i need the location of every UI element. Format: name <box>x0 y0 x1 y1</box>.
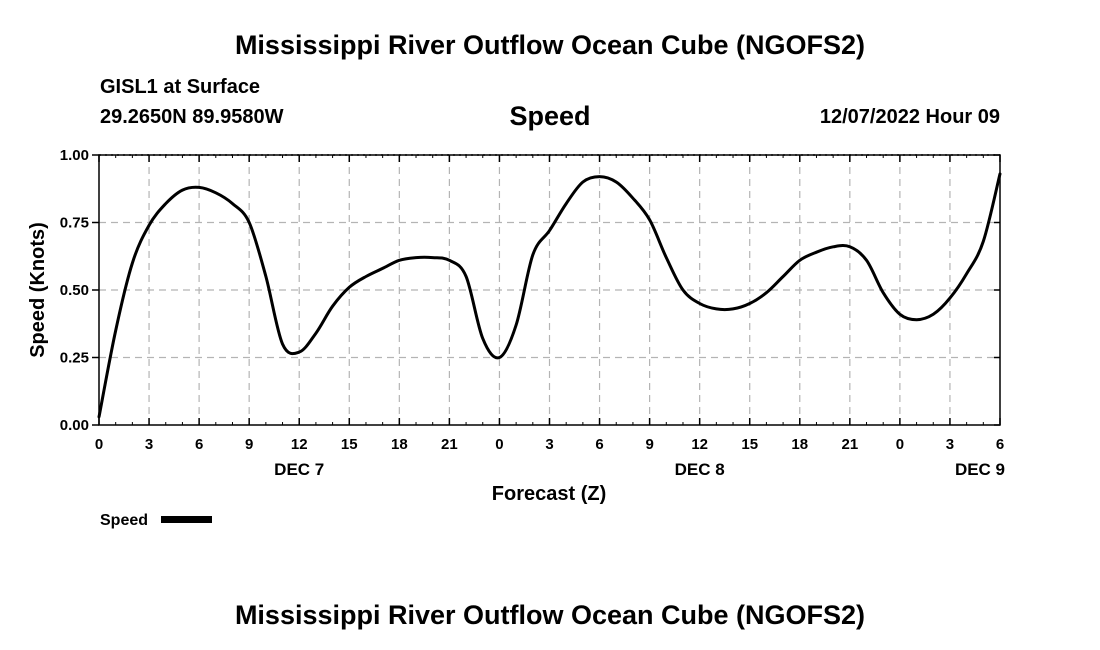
x-tick-label: 0 <box>495 436 503 453</box>
x-tick-label: 15 <box>341 436 358 453</box>
legend: Speed <box>100 512 212 529</box>
x-axis-label: Forecast (Z) <box>492 483 606 505</box>
x-tick-label: 21 <box>841 436 858 453</box>
x-tick-label: 21 <box>441 436 458 453</box>
x-tick-label: 6 <box>595 436 603 453</box>
y-tick-label: 0.75 <box>60 215 89 232</box>
x-tick-label: 0 <box>896 436 904 453</box>
page-title: Mississippi River Outflow Ocean Cube (NG… <box>234 30 866 60</box>
y-tick-label: 0.00 <box>60 417 89 434</box>
speed-series-line <box>97 172 1002 419</box>
y-tick-label: 1.00 <box>60 147 89 164</box>
day-label: DEC 8 <box>675 460 725 479</box>
y-tick-label: 0.50 <box>60 282 89 299</box>
plot-title: Speed <box>509 101 591 131</box>
x-tick-label: 18 <box>791 436 808 453</box>
day-label: DEC 7 <box>274 460 324 479</box>
axes: 0 3 6 9 12 15 18 21 0 3 6 9 12 15 18 21 0 3 6 0.00 0.25 0.50 0… <box>60 147 1005 479</box>
x-tick-label: 15 <box>741 436 758 453</box>
station-coordinates: 29.2650N 89.9580W <box>100 106 284 128</box>
footer-title: Mississippi River Outflow Ocean Cube (NG… <box>234 600 866 630</box>
forecast-datetime: 12/07/2022 Hour 09 <box>819 106 1000 128</box>
x-tick-label: 9 <box>645 436 653 453</box>
x-tick-label: 6 <box>996 436 1004 453</box>
x-tick-label: 9 <box>245 436 253 453</box>
day-label: DEC 9 <box>955 460 1005 479</box>
x-tick-label: 12 <box>691 436 708 453</box>
x-tick-label: 3 <box>145 436 153 453</box>
x-tick-label: 18 <box>391 436 408 453</box>
x-tick-label: 3 <box>545 436 553 453</box>
x-tick-label: 0 <box>95 436 103 453</box>
legend-label: Speed <box>100 512 148 529</box>
legend-swatch <box>161 516 212 523</box>
x-tick-label: 12 <box>291 436 308 453</box>
grid <box>99 155 1000 425</box>
y-axis-label: Speed (Knots) <box>27 222 49 358</box>
x-tick-label: 3 <box>946 436 954 453</box>
y-tick-label: 0.25 <box>60 350 89 367</box>
station-label: GISL1 at Surface <box>100 76 261 98</box>
x-tick-label: 6 <box>195 436 203 453</box>
